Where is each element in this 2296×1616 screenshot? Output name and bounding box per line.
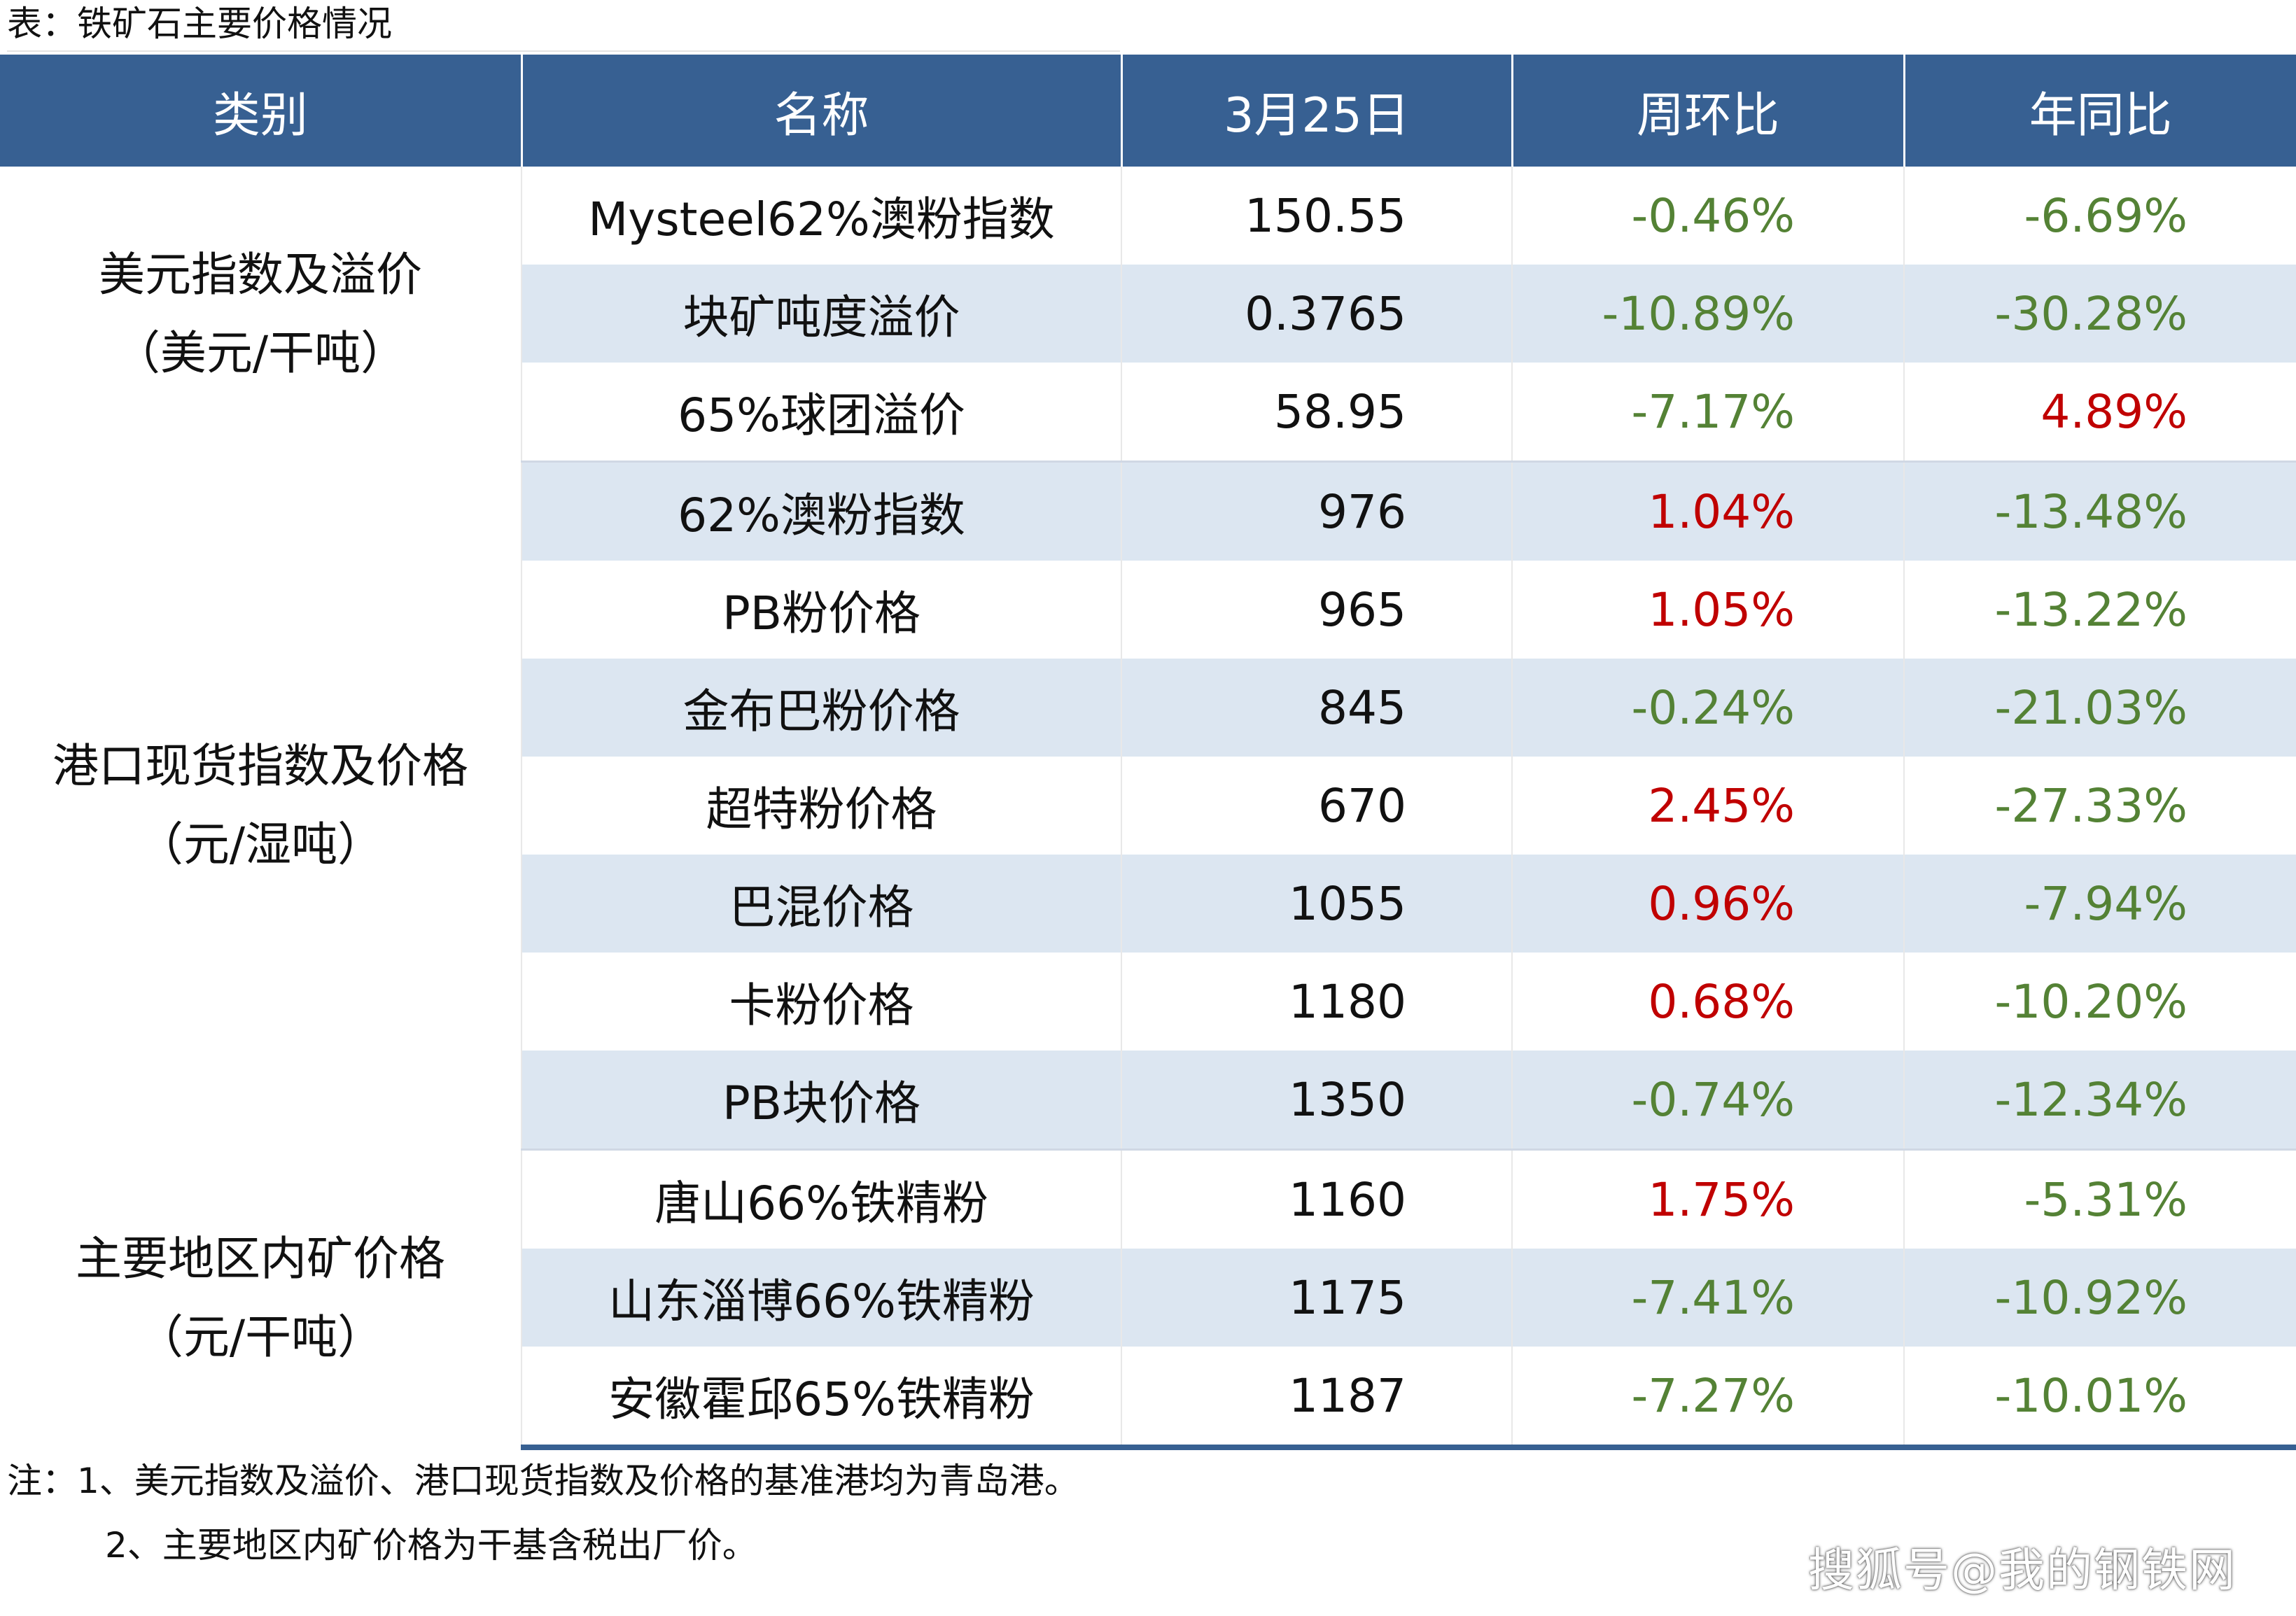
category-unit: （美元/干吨） [113,325,407,380]
table-row: 巴混价格 1055 0.96% -7.94% [0,855,2296,953]
header-year-on-year: 年同比 [1903,55,2296,167]
week-on-week-cell: -0.74% [1511,1051,1905,1151]
header-row: 类别 名称 3月25日 周环比 年同比 [0,55,2296,167]
year-on-year-cell: -13.22% [1903,561,2296,659]
week-on-week-cell: -10.89% [1511,265,1905,363]
table-body: 美元指数及溢价 （美元/干吨） Mysteel62%澳粉指数 150.55 -0.46%… [0,167,2296,1450]
table-row: 山东淄博66%铁精粉 1175 -7.41% -10.92% [0,1249,2296,1347]
year-on-year-cell: -27.33% [1903,757,2296,855]
name-cell: 唐山66%铁精粉 [521,1149,1122,1249]
week-on-week-cell: 0.68% [1511,953,1905,1051]
category-unit: （元/湿吨） [136,817,384,871]
category-cell: 主要地区内矿价格 （元/干吨） [0,1149,522,1447]
week-on-week-cell: 1.75% [1511,1149,1905,1249]
category-cell: 港口现货指数及价格 （元/湿吨） [0,461,522,1150]
week-on-week-cell: -7.27% [1511,1347,1905,1450]
table-row: 港口现货指数及价格 （元/湿吨） 62%澳粉指数 976 1.04% -13.48% [0,461,2296,1150]
year-on-year-cell: 4.89% [1903,363,2296,463]
week-on-week-cell: -0.24% [1511,659,1905,757]
year-on-year-cell: -10.20% [1903,953,2296,1051]
category-unit: （元/干吨） [136,1310,384,1365]
table-row: 卡粉价格 1180 0.68% -10.20% [0,953,2296,1051]
price-cell: 976 [1121,461,1513,561]
price-cell: 965 [1121,561,1513,659]
name-cell: 山东淄博66%铁精粉 [521,1249,1122,1347]
week-on-week-cell: 1.04% [1511,461,1905,561]
table-row: PB粉价格 965 1.05% -13.22% [0,561,2296,659]
notes: 注：1、美元指数及溢价、港口现货指数及价格的基准港均为青岛港。 2、主要地区内矿… [7,1449,1079,1578]
category-cell: 美元指数及溢价 （美元/干吨） [0,167,522,462]
price-cell: 1055 [1121,855,1513,953]
price-cell: 1180 [1121,953,1513,1051]
year-on-year-cell: -12.34% [1903,1051,2296,1151]
year-on-year-cell: -13.48% [1903,461,2296,561]
name-cell: 安徽霍邱65%铁精粉 [521,1347,1122,1450]
week-on-week-cell: -7.17% [1511,363,1905,463]
header-category: 类别 [0,55,523,167]
year-on-year-cell: -30.28% [1903,265,2296,363]
week-on-week-cell: 2.45% [1511,757,1905,855]
table-row: 65%球团溢价 58.95 -7.17% 4.89% [0,363,2296,463]
category-label: 主要地区内矿价格 [76,1232,445,1286]
name-cell: 65%球团溢价 [521,363,1122,463]
name-cell: Mysteel62%澳粉指数 [521,167,1122,265]
name-cell: 卡粉价格 [521,953,1122,1051]
week-on-week-cell: -7.41% [1511,1249,1905,1347]
table-row: 美元指数及溢价 （美元/干吨） Mysteel62%澳粉指数 150.55 -0.46%… [0,167,2296,462]
name-cell: 块矿吨度溢价 [521,265,1122,363]
name-cell: 金布巴粉价格 [521,659,1122,757]
name-cell: 62%澳粉指数 [521,461,1122,561]
category-label: 港口现货指数及价格 [52,739,468,793]
price-cell: 1187 [1121,1347,1513,1450]
year-on-year-cell: -6.69% [1903,167,2296,265]
year-on-year-cell: -10.92% [1903,1249,2296,1347]
week-on-week-cell: 1.05% [1511,561,1905,659]
header-name: 名称 [520,55,1123,167]
price-cell: 1350 [1121,1051,1513,1151]
year-on-year-cell: -7.94% [1903,855,2296,953]
name-cell: PB块价格 [521,1051,1122,1151]
price-cell: 845 [1121,659,1513,757]
price-cell: 670 [1121,757,1513,855]
week-on-week-cell: -0.46% [1511,167,1905,265]
table-row: 超特粉价格 670 2.45% -27.33% [0,757,2296,855]
name-cell: PB粉价格 [521,561,1122,659]
table-row: 金布巴粉价格 845 -0.24% -21.03% [0,659,2296,757]
name-cell: 巴混价格 [521,855,1122,953]
price-cell: 58.95 [1121,363,1513,463]
watermark: 搜狐号@我的钢铁网 [1808,1543,2236,1597]
year-on-year-cell: -10.01% [1903,1347,2296,1450]
week-on-week-cell: 0.96% [1511,855,1905,953]
year-on-year-cell: -5.31% [1903,1149,2296,1249]
table-row: 块矿吨度溢价 0.3765 -10.89% -30.28% [0,265,2296,363]
year-on-year-cell: -21.03% [1903,659,2296,757]
category-label: 美元指数及溢价 [99,247,422,302]
price-cell: 150.55 [1121,167,1513,265]
note-1: 注：1、美元指数及溢价、港口现货指数及价格的基准港均为青岛港。 [7,1461,1079,1501]
table-row: PB块价格 1350 -0.74% -12.34% [0,1051,2296,1151]
iron-ore-price-table: 类别 名称 3月25日 周环比 年同比 美元指数及溢价 （美元/干吨） Mystee… [0,55,2296,1450]
table-row: 安徽霍邱65%铁精粉 1187 -7.27% -10.01% [0,1347,2296,1450]
header-date: 3月25日 [1120,55,1513,167]
table-caption: 表：铁矿石主要价格情况 [7,0,1120,52]
note-2: 2、主要地区内矿价格为干基含税出厂价。 [105,1525,757,1566]
price-cell: 0.3765 [1121,265,1513,363]
name-cell: 超特粉价格 [521,757,1122,855]
price-cell: 1175 [1121,1249,1513,1347]
header-week-on-week: 周环比 [1511,55,1905,167]
table-row: 主要地区内矿价格 （元/干吨） 唐山66%铁精粉 1160 1.75% -5.31% [0,1149,2296,1447]
price-cell: 1160 [1121,1149,1513,1249]
